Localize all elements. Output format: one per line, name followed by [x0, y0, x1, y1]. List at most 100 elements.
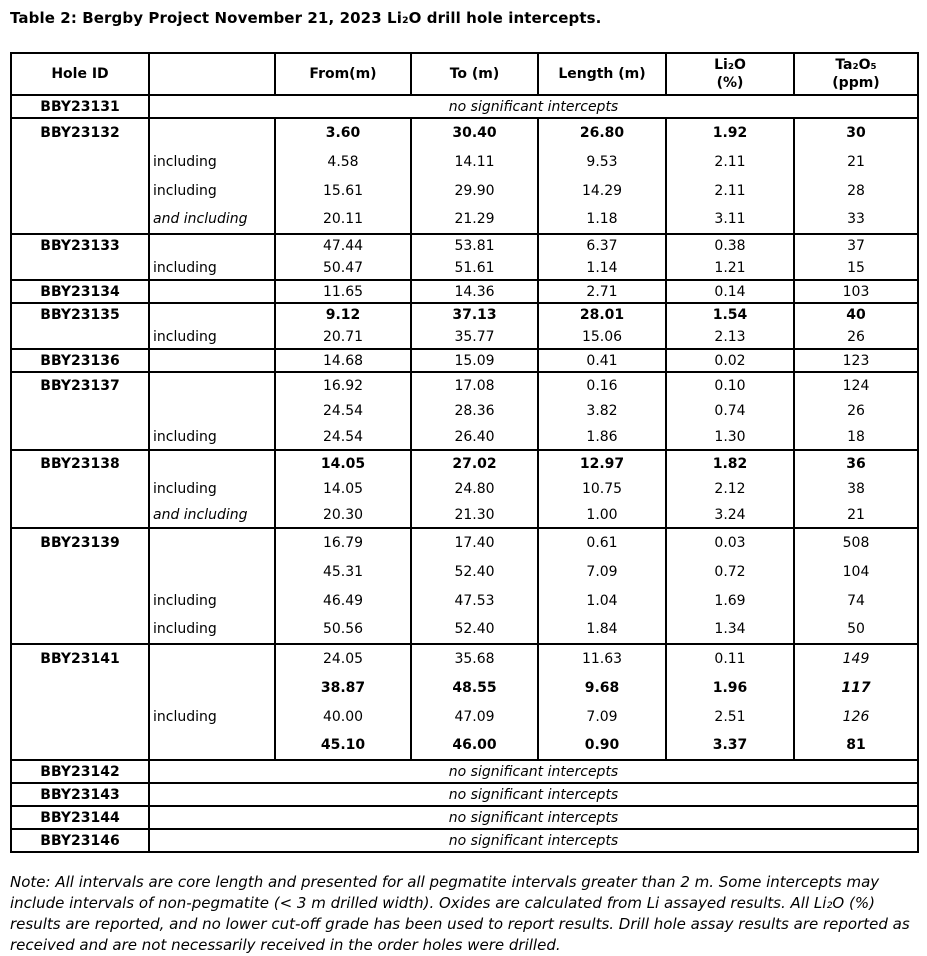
hole-id-cell: BBY23134 [10, 279, 149, 303]
qualifier-cell: including [148, 147, 275, 176]
ta2o5-cell: 123 [793, 348, 918, 372]
li2o-cell: 1.82 [665, 449, 794, 476]
to-cell: 30.40 [410, 117, 538, 147]
hole-id-cell [10, 502, 149, 528]
length-cell: 1.04 [537, 586, 666, 615]
li2o-cell: 1.92 [665, 117, 794, 147]
table-row: 24.54 28.36 3.82 0.74 26 [10, 398, 918, 424]
ta2o5-cell: 126 [793, 702, 918, 731]
table-row: including 50.47 51.61 1.14 1.21 15 [10, 257, 918, 280]
to-cell: 35.77 [410, 326, 538, 349]
table-row: BBY23135 9.12 37.13 28.01 1.54 40 [10, 302, 918, 326]
to-cell: 53.81 [410, 233, 538, 257]
table-row: BBY23132 3.60 30.40 26.80 1.92 30 [10, 117, 918, 147]
from-cell: 24.54 [274, 398, 411, 424]
hole-id-cell [10, 424, 149, 450]
qualifier-cell [148, 348, 275, 372]
qualifier-cell [148, 117, 275, 147]
qualifier-cell [148, 527, 275, 557]
qualifier-cell [148, 731, 275, 760]
hole-id-cell [10, 476, 149, 502]
to-cell: 28.36 [410, 398, 538, 424]
length-cell: 7.09 [537, 702, 666, 731]
hole-id-cell [10, 702, 149, 731]
table-row: 45.10 46.00 0.90 3.37 81 [10, 731, 918, 760]
from-cell: 46.49 [274, 586, 411, 615]
table-row: BBY23139 16.79 17.40 0.61 0.03 508 [10, 527, 918, 557]
from-cell: 9.12 [274, 302, 411, 326]
table-row: including 40.00 47.09 7.09 2.51 126 [10, 702, 918, 731]
qualifier-cell [148, 279, 275, 303]
length-cell: 10.75 [537, 476, 666, 502]
li2o-cell: 0.38 [665, 233, 794, 257]
from-cell: 20.71 [274, 326, 411, 349]
qualifier-cell [148, 398, 275, 424]
hole-id-cell [10, 673, 149, 702]
from-cell: 3.60 [274, 117, 411, 147]
to-cell: 35.68 [410, 643, 538, 673]
table-row: 38.87 48.55 9.68 1.96 117 [10, 673, 918, 702]
col-header-ta2o5: Ta₂O₅ (ppm) [793, 53, 918, 96]
table-row: 45.31 52.40 7.09 0.72 104 [10, 557, 918, 586]
hole-id-cell: BBY23138 [10, 449, 149, 476]
length-cell: 15.06 [537, 326, 666, 349]
length-cell: 2.71 [537, 279, 666, 303]
qualifier-cell: including [148, 586, 275, 615]
from-cell: 14.68 [274, 348, 411, 372]
to-cell: 26.40 [410, 424, 538, 450]
li2o-cell: 0.72 [665, 557, 794, 586]
li2o-cell: 1.30 [665, 424, 794, 450]
hole-id-cell: BBY23143 [10, 782, 149, 806]
table-row: including 46.49 47.53 1.04 1.69 74 [10, 586, 918, 615]
length-cell: 14.29 [537, 176, 666, 205]
li2o-cell: 3.11 [665, 205, 794, 234]
ta2o5-cell: 81 [793, 731, 918, 760]
table-row: including 15.61 29.90 14.29 2.11 28 [10, 176, 918, 205]
qualifier-cell [148, 643, 275, 673]
from-cell: 4.58 [274, 147, 411, 176]
length-cell: 26.80 [537, 117, 666, 147]
table-row: BBY23146 no significant intercepts [10, 828, 918, 852]
ta2o5-cell: 149 [793, 643, 918, 673]
li2o-cell: 1.69 [665, 586, 794, 615]
table-row: including 4.58 14.11 9.53 2.11 21 [10, 147, 918, 176]
length-cell: 28.01 [537, 302, 666, 326]
ta2o5-cell: 26 [793, 398, 918, 424]
no-significant-intercepts-cell: no significant intercepts [148, 759, 918, 783]
table-row: BBY23142 no significant intercepts [10, 759, 918, 783]
hole-id-cell: BBY23142 [10, 759, 149, 783]
length-cell: 12.97 [537, 449, 666, 476]
from-cell: 14.05 [274, 476, 411, 502]
ta2o5-cell: 28 [793, 176, 918, 205]
qualifier-cell: including [148, 326, 275, 349]
li2o-cell: 2.13 [665, 326, 794, 349]
table-row: including 14.05 24.80 10.75 2.12 38 [10, 476, 918, 502]
from-cell: 40.00 [274, 702, 411, 731]
from-cell: 20.11 [274, 205, 411, 234]
hole-id-cell [10, 557, 149, 586]
hole-id-cell [10, 257, 149, 280]
table-row: and including 20.30 21.30 1.00 3.24 21 [10, 502, 918, 528]
length-cell: 0.90 [537, 731, 666, 760]
table-row: and including 20.11 21.29 1.18 3.11 33 [10, 205, 918, 234]
li2o-cell: 0.02 [665, 348, 794, 372]
table-row: including 24.54 26.40 1.86 1.30 18 [10, 424, 918, 450]
ta2o5-cell: 117 [793, 673, 918, 702]
col-header-from: From(m) [274, 53, 411, 96]
to-cell: 52.40 [410, 615, 538, 644]
ta2o5-cell: 36 [793, 449, 918, 476]
to-cell: 27.02 [410, 449, 538, 476]
hole-id-cell [10, 205, 149, 234]
no-significant-intercepts-cell: no significant intercepts [148, 805, 918, 829]
length-cell: 0.16 [537, 371, 666, 398]
from-cell: 24.54 [274, 424, 411, 450]
length-cell: 1.14 [537, 257, 666, 280]
li2o-cell: 2.12 [665, 476, 794, 502]
ta2o5-cell: 38 [793, 476, 918, 502]
ta2o5-cell: 74 [793, 586, 918, 615]
from-cell: 50.56 [274, 615, 411, 644]
ta2o5-cell: 124 [793, 371, 918, 398]
to-cell: 46.00 [410, 731, 538, 760]
ta2o5-cell: 33 [793, 205, 918, 234]
hole-id-cell: BBY23144 [10, 805, 149, 829]
